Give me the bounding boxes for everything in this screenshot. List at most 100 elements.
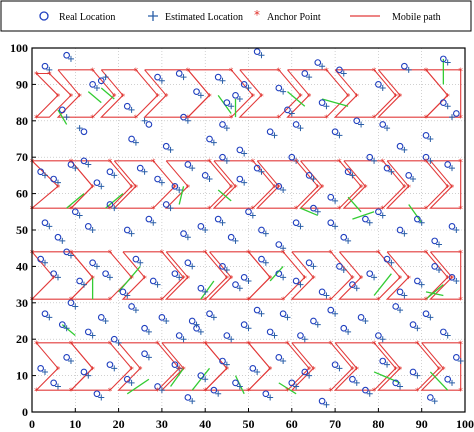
estimated-location-point bbox=[176, 274, 183, 281]
anchor-point: * bbox=[229, 67, 234, 77]
anchor-point: * bbox=[346, 92, 351, 102]
real-location-point bbox=[379, 121, 387, 128]
estimated-location-point bbox=[241, 179, 248, 186]
anchor-point: * bbox=[277, 67, 282, 77]
real-location-point bbox=[41, 310, 49, 318]
mobile-path-segment bbox=[112, 160, 176, 209]
real-location-point bbox=[258, 255, 265, 263]
x-tick-label: 50 bbox=[243, 417, 255, 431]
anchor-point: * bbox=[56, 183, 61, 193]
error-link-line bbox=[429, 371, 449, 391]
real-location-series bbox=[37, 48, 460, 405]
anchor-point: * bbox=[69, 387, 74, 397]
estimated-location-point bbox=[453, 227, 460, 233]
estimated-location-point bbox=[115, 339, 122, 346]
estimated-location-point bbox=[280, 274, 287, 281]
real-location-point bbox=[258, 226, 265, 234]
estimated-location-point bbox=[41, 172, 48, 179]
mobile-path-segment bbox=[429, 160, 462, 209]
real-location-point bbox=[188, 317, 196, 325]
estimated-location-point bbox=[353, 285, 360, 292]
estimated-location-point bbox=[167, 205, 174, 212]
real-location-point bbox=[136, 164, 144, 172]
mobile-path-segment bbox=[186, 69, 254, 118]
y-tick-label: 40 bbox=[16, 259, 28, 273]
y-tick-label: 60 bbox=[16, 187, 28, 201]
anchor-point: * bbox=[445, 183, 450, 193]
estimated-location-point bbox=[158, 387, 165, 394]
anchor-point: * bbox=[207, 158, 212, 168]
estimated-location-point bbox=[223, 125, 230, 132]
estimated-location-point bbox=[297, 281, 304, 288]
real-location-point bbox=[240, 321, 248, 328]
estimated-location-point bbox=[280, 186, 287, 193]
estimated-location-point bbox=[418, 281, 425, 288]
anchor-point: * bbox=[229, 274, 234, 284]
mobile-path-segment bbox=[385, 251, 449, 300]
estimated-location-point bbox=[431, 398, 438, 405]
real-location-point bbox=[50, 270, 58, 278]
estimated-location-point bbox=[258, 168, 265, 175]
real-location-point bbox=[197, 372, 205, 379]
mobile-path-segment bbox=[164, 160, 232, 209]
estimated-location-point bbox=[85, 372, 92, 379]
estimated-location-point bbox=[379, 212, 386, 219]
anchor-point: * bbox=[329, 340, 334, 350]
real-location-point bbox=[214, 215, 222, 223]
anchor-point: * bbox=[458, 114, 463, 124]
legend-anchor-marker: * bbox=[254, 8, 260, 22]
real-location-point bbox=[245, 208, 252, 216]
anchor-point: * bbox=[246, 340, 251, 350]
mobile-path-segment bbox=[99, 69, 159, 118]
estimated-location-point bbox=[314, 321, 321, 328]
x-tick-label: 70 bbox=[329, 417, 341, 431]
estimated-location-point bbox=[163, 318, 170, 324]
anchor-point: * bbox=[376, 249, 381, 259]
mobile-path-segment bbox=[342, 160, 406, 209]
anchor-point: * bbox=[69, 158, 74, 168]
real-location-point bbox=[141, 350, 148, 358]
estimated-location-point bbox=[436, 267, 443, 274]
anchor-point: * bbox=[151, 158, 156, 168]
anchor-point: * bbox=[450, 183, 455, 193]
estimated-location-point bbox=[54, 179, 61, 186]
real-location-point bbox=[206, 310, 213, 318]
estimated-location-point bbox=[258, 52, 265, 59]
estimated-location-point bbox=[197, 328, 204, 335]
real-location-point bbox=[414, 215, 421, 223]
estimated-location-point bbox=[414, 372, 421, 379]
anchor-point: * bbox=[424, 158, 429, 168]
error-link-line bbox=[217, 189, 232, 202]
real-location-point bbox=[266, 328, 274, 336]
anchor-point: * bbox=[415, 387, 420, 397]
real-location-point bbox=[392, 379, 400, 387]
error-link-line bbox=[425, 284, 444, 300]
estimated-location-point bbox=[271, 332, 278, 339]
anchor-point: * bbox=[121, 92, 126, 102]
real-location-point bbox=[431, 237, 439, 245]
anchor-point: * bbox=[350, 365, 355, 375]
legend-real-marker bbox=[39, 11, 49, 21]
real-location-point bbox=[97, 314, 105, 321]
real-location-point bbox=[422, 132, 430, 139]
anchor-point: * bbox=[277, 183, 282, 193]
anchor-point: * bbox=[207, 92, 212, 102]
estimated-location-point bbox=[93, 263, 100, 270]
anchor-point: * bbox=[372, 340, 377, 350]
real-location-point bbox=[80, 368, 88, 376]
real-location-point bbox=[110, 335, 118, 343]
anchor-point: * bbox=[108, 387, 113, 397]
estimated-location-point bbox=[63, 114, 70, 121]
estimated-location-point bbox=[158, 77, 165, 84]
real-location-point bbox=[89, 259, 96, 267]
real-location-point bbox=[301, 368, 309, 376]
y-tick-label: 80 bbox=[16, 114, 28, 128]
anchor-point: * bbox=[134, 114, 139, 124]
anchor-point: * bbox=[294, 158, 299, 168]
real-location-point bbox=[340, 233, 348, 241]
real-location-point bbox=[383, 164, 391, 172]
real-location-point bbox=[305, 259, 313, 267]
estimated-location-point bbox=[449, 165, 456, 172]
estimated-location-point bbox=[332, 223, 339, 230]
